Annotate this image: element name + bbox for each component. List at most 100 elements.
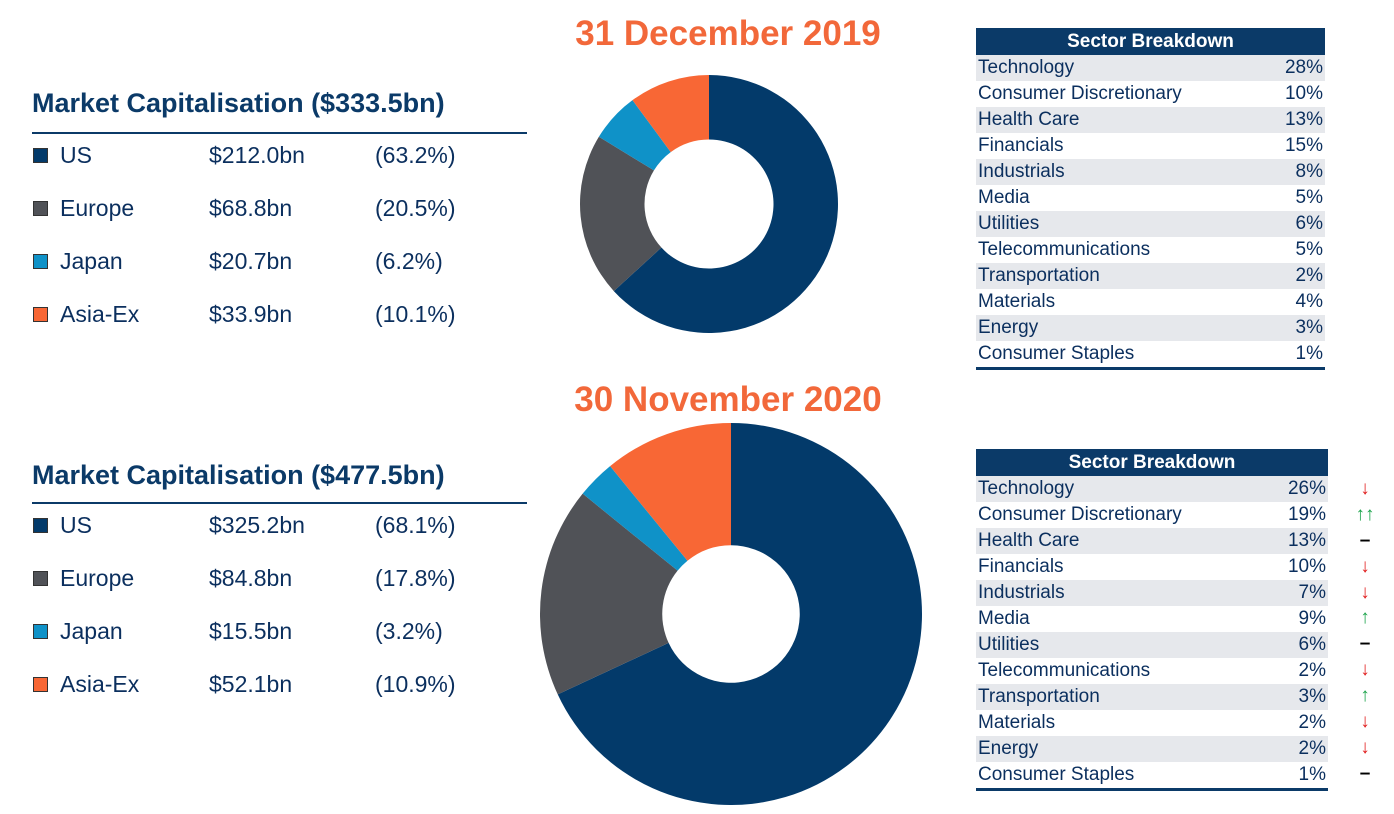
region-value: $15.5bn: [209, 618, 293, 644]
legend-row-japan: Japan $15.5bn (3.2%): [33, 618, 493, 671]
sector-name: Materials: [978, 291, 1056, 312]
trend-down-arrow-icon: ↓: [1360, 736, 1370, 758]
sector-name: Utilities: [976, 211, 1267, 237]
sector-name: Materials: [978, 712, 1056, 733]
sector-name: Telecommunications: [978, 239, 1151, 260]
sector-name: Transportation: [976, 263, 1267, 289]
trend-double-up-arrow-icon: ↑↑: [1355, 503, 1375, 525]
trend-down-arrow-icon: ↓: [1360, 581, 1370, 603]
region-percent: (17.8%): [375, 565, 456, 591]
sector-percent: 10%: [1287, 556, 1326, 577]
donut-slice-us: [613, 75, 838, 333]
sector-name: Technology: [976, 476, 1269, 502]
region-value: $212.0bn: [209, 142, 305, 168]
region-name: Europe: [60, 565, 135, 591]
sector-name: Consumer Discretionary: [978, 83, 1182, 104]
sector-percent: 10%: [1284, 83, 1323, 104]
region-value: $52.1bn: [209, 671, 293, 697]
region-value: $33.9bn: [209, 301, 293, 327]
legend-swatch-europe: [33, 201, 48, 216]
sector-percent: 1%: [1298, 764, 1326, 785]
sector-percent: 8%: [1266, 159, 1325, 185]
trend-down-arrow-icon: ↓: [1360, 555, 1370, 577]
donut-slice-europe: [540, 493, 678, 695]
region-legend: US $325.2bn (68.1%) Europe $84.8bn (17.8…: [33, 512, 493, 724]
trend-indicators: ↓ ↑↑ – ↓ ↓ ↑ – ↓ ↑ ↓ ↓ –: [1340, 476, 1390, 787]
region-value: $20.7bn: [209, 248, 293, 274]
legend-row-asia-ex: Asia-Ex $33.9bn (10.1%): [33, 301, 493, 354]
legend-swatch-asia-ex: [33, 307, 48, 322]
sector-row: Telecommunications 2%: [976, 658, 1328, 684]
legend-row-europe: Europe $68.8bn (20.5%): [33, 195, 493, 248]
sector-name: Consumer Staples: [978, 343, 1135, 364]
sector-percent: 6%: [1268, 632, 1328, 658]
sector-name: Health Care: [976, 528, 1269, 554]
trend-flat-icon: –: [1359, 529, 1371, 551]
sector-row: Consumer Discretionary 10%: [976, 81, 1325, 107]
sector-percent: 9%: [1298, 608, 1326, 629]
sector-percent: 2%: [1298, 660, 1326, 681]
sector-percent: 7%: [1268, 580, 1328, 606]
sector-name: Financials: [978, 556, 1064, 577]
sector-row: Energy 2%: [976, 736, 1328, 762]
sector-percent: 5%: [1295, 239, 1323, 260]
legend-swatch-japan: [33, 624, 48, 639]
sector-name: Media: [978, 608, 1030, 629]
sector-row: Health Care 13%: [976, 528, 1328, 554]
donut-slice-europe: [580, 136, 662, 292]
sector-name: Consumer Discretionary: [978, 504, 1182, 525]
donut-slice-asia-ex: [632, 75, 709, 153]
sector-row: Media 9%: [976, 606, 1328, 632]
legend-row-asia-ex: Asia-Ex $52.1bn (10.9%): [33, 671, 493, 724]
sector-percent: 2%: [1268, 736, 1328, 762]
donut-chart: [540, 423, 922, 805]
sector-row: Technology 28%: [976, 55, 1325, 81]
sector-name: Health Care: [976, 107, 1267, 133]
sector-row: Consumer Staples 1%: [976, 762, 1328, 790]
sector-table-header: Sector Breakdown: [976, 28, 1325, 55]
sector-percent: 19%: [1287, 504, 1326, 525]
sector-percent: 1%: [1295, 343, 1323, 364]
sector-percent: 5%: [1295, 187, 1323, 208]
sector-row: Consumer Discretionary 19%: [976, 502, 1328, 528]
legend-swatch-europe: [33, 571, 48, 586]
sector-percent: 13%: [1266, 107, 1325, 133]
region-percent: (6.2%): [375, 248, 443, 274]
sector-percent: 15%: [1284, 135, 1323, 156]
sector-table-header: Sector Breakdown: [976, 449, 1328, 476]
title-divider: [32, 132, 527, 134]
trend-down-arrow-icon: ↓: [1360, 711, 1370, 733]
trend-flat-icon: –: [1359, 762, 1371, 784]
sector-row: Utilities 6%: [976, 211, 1325, 237]
sector-row: Financials 10%: [976, 554, 1328, 580]
sector-percent: 26%: [1268, 476, 1328, 502]
sector-name: Technology: [976, 55, 1267, 81]
market-cap-title: Market Capitalisation ($477.5bn): [32, 460, 445, 490]
region-name: Asia-Ex: [60, 671, 140, 697]
sector-percent: 2%: [1266, 263, 1325, 289]
sector-percent: 6%: [1266, 211, 1325, 237]
region-percent: (10.9%): [375, 671, 456, 697]
sector-row: Industrials 7%: [976, 580, 1328, 606]
sector-name: Industrials: [976, 580, 1269, 606]
date-title: 31 December 2019: [575, 14, 881, 53]
sector-percent: 3%: [1268, 684, 1328, 710]
market-cap-title: Market Capitalisation ($333.5bn): [32, 88, 445, 118]
sector-row: Consumer Staples 1%: [976, 341, 1325, 369]
sector-name: Energy: [976, 736, 1269, 762]
sector-row: Transportation 3%: [976, 684, 1328, 710]
sector-name: Consumer Staples: [978, 764, 1135, 785]
region-name: Japan: [60, 618, 123, 644]
sector-percent: 13%: [1268, 528, 1328, 554]
region-name: Asia-Ex: [60, 301, 140, 327]
donut-chart: [580, 75, 838, 333]
sector-name: Utilities: [976, 632, 1269, 658]
region-name: Japan: [60, 248, 123, 274]
sector-name: Telecommunications: [978, 660, 1151, 681]
sector-row: Health Care 13%: [976, 107, 1325, 133]
sector-name: Industrials: [976, 159, 1267, 185]
sector-name: Media: [978, 187, 1030, 208]
donut-slice-japan: [598, 100, 671, 171]
region-value: $325.2bn: [209, 512, 305, 538]
sector-name: Financials: [978, 135, 1064, 156]
